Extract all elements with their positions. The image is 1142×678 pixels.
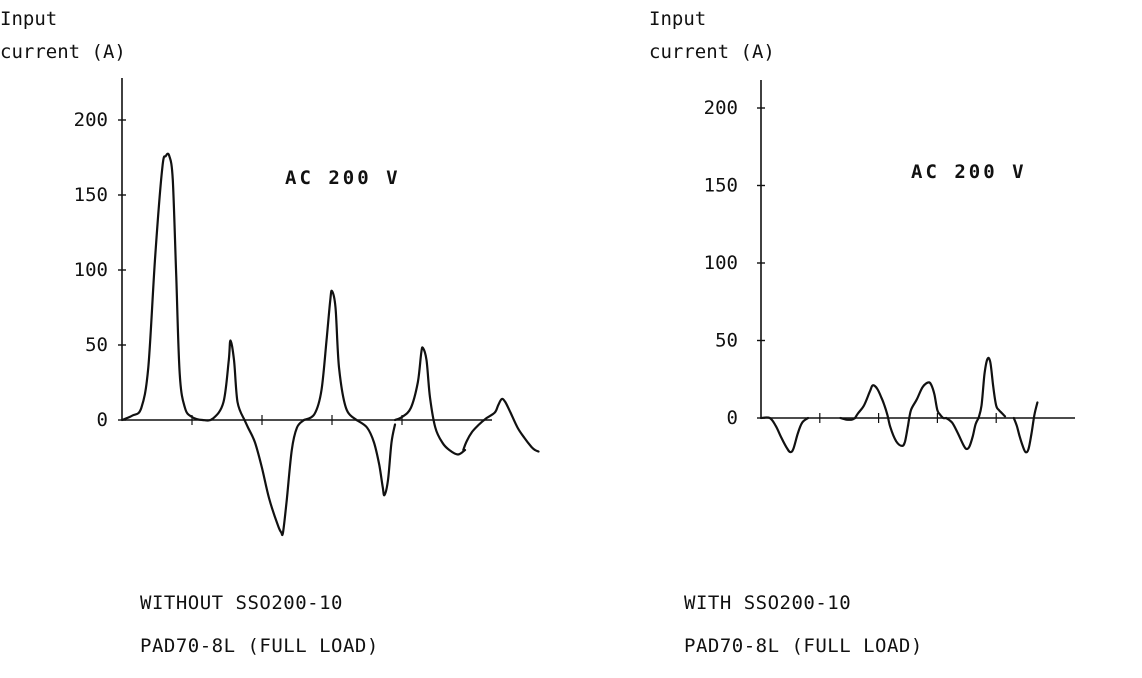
current-waveform-segment (120, 152, 246, 422)
current-waveform-segment (839, 416, 857, 421)
y-axis-group: 0 50 100 150 200 (74, 78, 492, 431)
y-tick-label: 100 (704, 252, 738, 274)
y-axis-label-line2: current (A) (649, 41, 775, 63)
caption-line1: WITHOUT SSO200-10 (140, 592, 343, 614)
y-tick-label: 0 (97, 409, 108, 431)
series-group (120, 152, 540, 537)
caption-line2: PAD70-8L (FULL LOAD) (140, 635, 379, 657)
y-tick-label: 50 (715, 330, 738, 352)
y-axis-label-line1: Input (649, 8, 706, 30)
current-waveform-segment (355, 418, 397, 497)
current-waveform-segment (1012, 401, 1039, 454)
current-waveform-segment (462, 397, 540, 453)
y-tick-label: 100 (74, 259, 108, 281)
current-waveform-segment (906, 381, 948, 427)
y-tick-label: 200 (74, 109, 108, 131)
left-chart: Input current (A) AC 200 V 0 50 100 150 200 (0, 8, 540, 537)
y-tick-label: 50 (85, 334, 108, 356)
caption-line1: WITH SSO200-10 (684, 592, 852, 614)
right-chart: Input current (A) AC 200 V 0 50 100 150 200 (649, 8, 1075, 454)
annotation-label: AC 200 V (285, 167, 401, 189)
y-tick-label: 150 (74, 184, 108, 206)
y-tick-label: 0 (727, 407, 738, 429)
current-waveform-segment (759, 416, 810, 454)
y-axis-label-line1: Input (0, 8, 57, 30)
current-waveform-segment (977, 356, 1007, 420)
current-waveform-segment (393, 346, 467, 456)
current-waveform-segment (243, 418, 306, 537)
current-waveform-segment (945, 416, 980, 451)
caption-line2: PAD70-8L (FULL LOAD) (684, 635, 923, 657)
current-waveform-segment (302, 289, 358, 422)
right-panel: Input current (A) AC 200 V 0 50 100 150 200 … (571, 0, 1142, 674)
y-tick-label: 200 (704, 97, 738, 119)
y-axis-label-line2: current (A) (0, 41, 126, 63)
left-panel: Input current (A) AC 200 V 0 50 100 150 200 … (0, 0, 571, 674)
y-axis-group: 0 50 100 150 200 (704, 80, 1075, 429)
annotation-label: AC 200 V (911, 161, 1027, 183)
y-tick-label: 150 (704, 175, 738, 197)
series-group (759, 356, 1039, 454)
current-waveform-segment (854, 384, 910, 447)
